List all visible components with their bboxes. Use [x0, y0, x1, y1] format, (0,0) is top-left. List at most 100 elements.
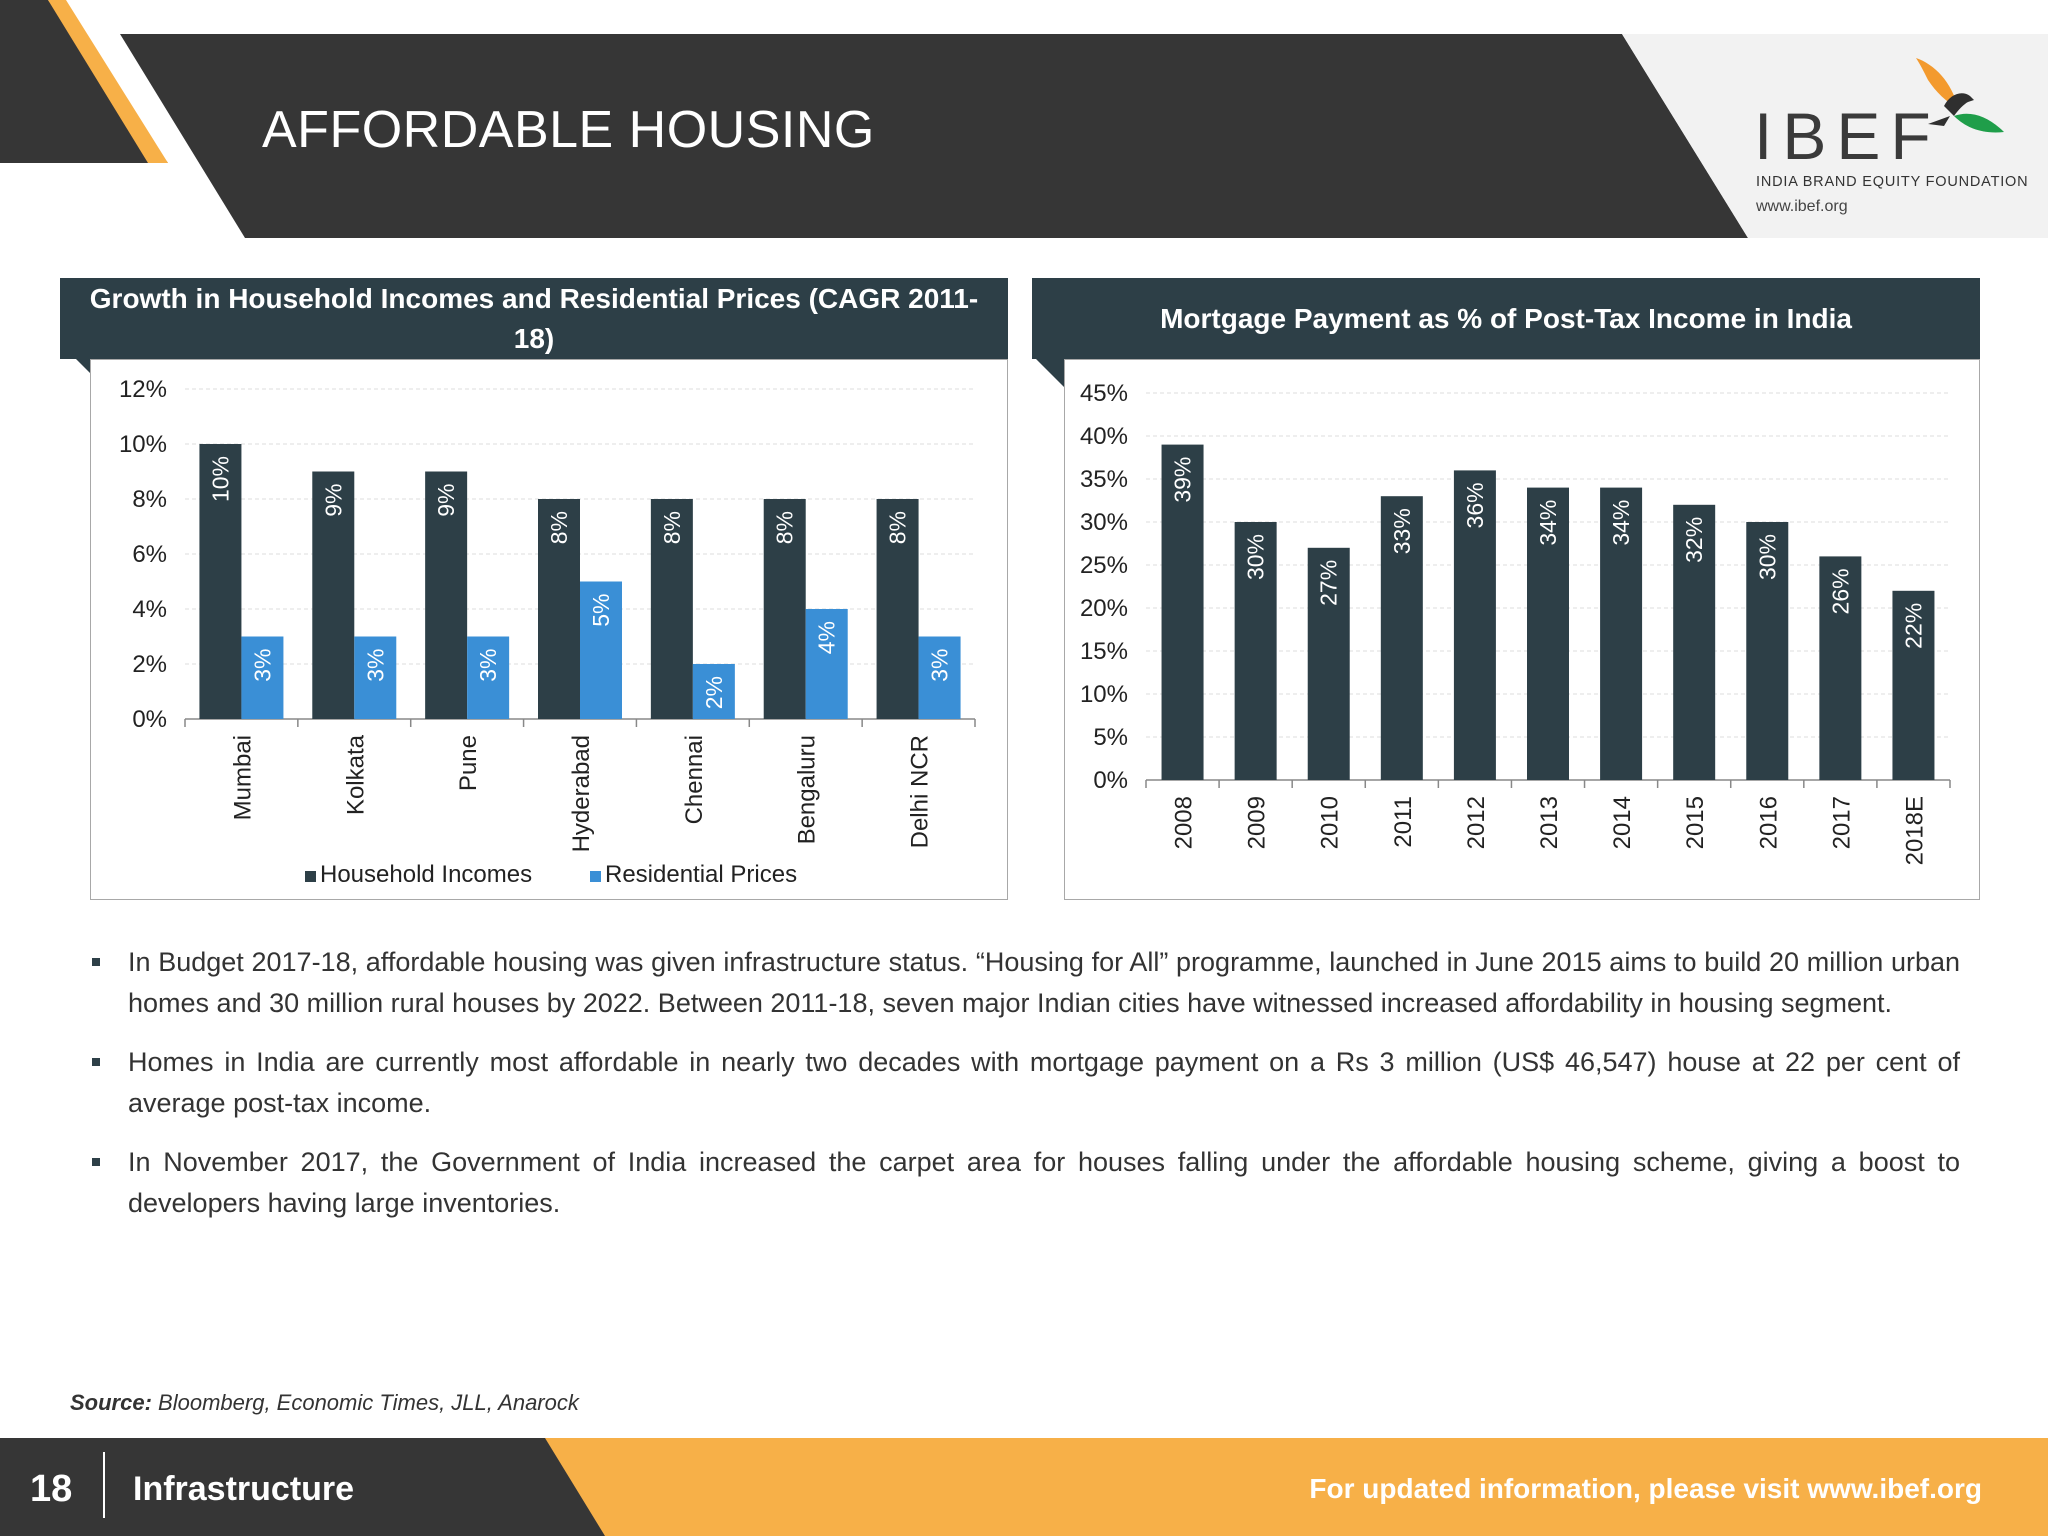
bar	[1673, 504, 1716, 780]
legend-swatch	[305, 871, 316, 882]
bar	[1600, 487, 1643, 780]
legend-label: Residential Prices	[605, 861, 797, 888]
data-label: 26%	[1827, 568, 1853, 614]
bar	[312, 471, 355, 719]
x-tick-label: 2010	[1317, 796, 1344, 849]
data-label: 9%	[320, 484, 346, 517]
footer-section-title: Infrastructure	[133, 1470, 355, 1508]
header-banner	[0, 0, 2048, 238]
bullet-marker	[92, 1058, 100, 1066]
data-label: 33%	[1389, 508, 1415, 554]
x-tick-label: 2009	[1244, 796, 1271, 849]
bar	[1527, 487, 1569, 780]
page-title: AFFORDABLE HOUSING	[262, 101, 875, 159]
y-tick-label: 0%	[132, 706, 167, 733]
x-tick-label: 2008	[1171, 796, 1198, 849]
y-tick-label: 6%	[132, 541, 167, 568]
x-tick-label: Bengaluru	[794, 735, 821, 844]
logo-text: IBEF	[1754, 99, 1941, 173]
footer-divider	[103, 1452, 105, 1518]
bar	[650, 499, 693, 719]
y-tick-label: 0%	[1093, 767, 1128, 794]
y-tick-label: 15%	[1080, 638, 1128, 665]
x-tick-label: 2016	[1755, 796, 1782, 849]
x-tick-label: Hyderabad	[568, 735, 595, 852]
data-label: 8%	[772, 511, 798, 544]
data-label: 3%	[249, 649, 275, 682]
bar	[1453, 470, 1496, 780]
data-label: 39%	[1170, 457, 1196, 503]
mortgage-chart-panel: Mortgage Payment as % of Post-Tax Income…	[1032, 278, 1980, 900]
bar	[425, 471, 468, 719]
bar	[692, 664, 735, 719]
x-tick-label: 2014	[1609, 796, 1636, 849]
legend-swatch	[590, 871, 601, 882]
bar	[199, 444, 242, 719]
y-tick-label: 4%	[132, 596, 167, 623]
y-tick-label: 12%	[119, 376, 167, 403]
header-corner	[1036, 359, 1066, 389]
data-label: 2%	[701, 676, 727, 709]
bar	[1892, 590, 1935, 780]
y-tick-label: 10%	[1080, 681, 1128, 708]
x-tick-label: Pune	[455, 735, 482, 791]
x-tick-label: Delhi NCR	[907, 735, 934, 848]
x-tick-label: 2011	[1390, 796, 1417, 848]
ibef-logo[interactable]: IBEF INDIA BRAND EQUITY FOUNDATION www.i…	[1620, 34, 2048, 239]
bullet-text: Homes in India are currently most afford…	[128, 1047, 1960, 1118]
y-tick-label: 35%	[1080, 466, 1128, 493]
list-item: In Budget 2017-18, affordable housing wa…	[88, 942, 1960, 1024]
data-label: 3%	[475, 649, 501, 682]
bar	[580, 581, 622, 719]
source-label: Source:	[70, 1390, 152, 1415]
logo-subtitle: INDIA BRAND EQUITY FOUNDATION	[1756, 174, 2029, 190]
income-price-bar-chart: 0% 2% 4% 6% 8% 10% 12% 10% 3% Mumbai 9% 3% Kolkata 9%…	[119, 376, 976, 888]
source-text: Bloomberg, Economic Times, JLL, Anarock	[158, 1390, 579, 1415]
y-tick-label: 2%	[132, 651, 167, 678]
bar	[1746, 522, 1789, 780]
legend-label: Household Incomes	[320, 861, 532, 888]
y-tick-label: 10%	[119, 431, 167, 458]
data-label: 5%	[588, 594, 614, 627]
data-label: 3%	[362, 649, 388, 682]
chart-title: Growth in Household Incomes and Resident…	[60, 278, 1008, 359]
bullet-text: In Budget 2017-18, affordable housing wa…	[128, 947, 1960, 1018]
bar	[918, 636, 961, 719]
page-number: 18	[30, 1468, 73, 1510]
data-label: 30%	[1754, 534, 1780, 580]
bar	[763, 499, 806, 719]
data-label: 32%	[1681, 517, 1707, 563]
bar	[876, 499, 919, 719]
source-note: Source: Bloomberg, Economic Times, JLL, …	[70, 1390, 579, 1416]
header-corner	[76, 359, 94, 377]
y-tick-label: 45%	[1080, 380, 1128, 407]
x-tick-label: 2013	[1536, 796, 1563, 849]
data-label: 9%	[433, 484, 459, 517]
data-label: 10%	[207, 456, 233, 502]
bar	[467, 636, 510, 719]
data-label: 8%	[659, 511, 685, 544]
data-label: 27%	[1316, 560, 1342, 606]
data-label: 8%	[546, 511, 572, 544]
data-label: 22%	[1900, 603, 1926, 649]
bar	[538, 499, 580, 719]
bullet-text: In November 2017, the Government of Indi…	[128, 1147, 1960, 1218]
bar	[1819, 556, 1862, 780]
x-tick-label: 2018E	[1901, 796, 1928, 865]
logo-url[interactable]: www.ibef.org	[1756, 198, 1848, 215]
x-tick-label: 2017	[1828, 796, 1855, 849]
bird-logo-icon	[1916, 58, 2004, 133]
bullet-marker	[92, 958, 100, 966]
bar	[1380, 496, 1423, 780]
data-label: 30%	[1243, 534, 1269, 580]
bar	[1234, 522, 1277, 780]
footer-visit-link[interactable]: For updated information, please visit ww…	[1309, 1473, 1982, 1504]
bar	[805, 609, 848, 719]
bar	[1161, 444, 1204, 780]
y-tick-label: 5%	[1093, 724, 1128, 751]
data-label: 3%	[927, 649, 953, 682]
list-item: In November 2017, the Government of Indi…	[88, 1142, 1960, 1224]
x-tick-label: 2012	[1463, 796, 1490, 849]
data-label: 34%	[1608, 500, 1634, 546]
bar	[241, 636, 284, 719]
